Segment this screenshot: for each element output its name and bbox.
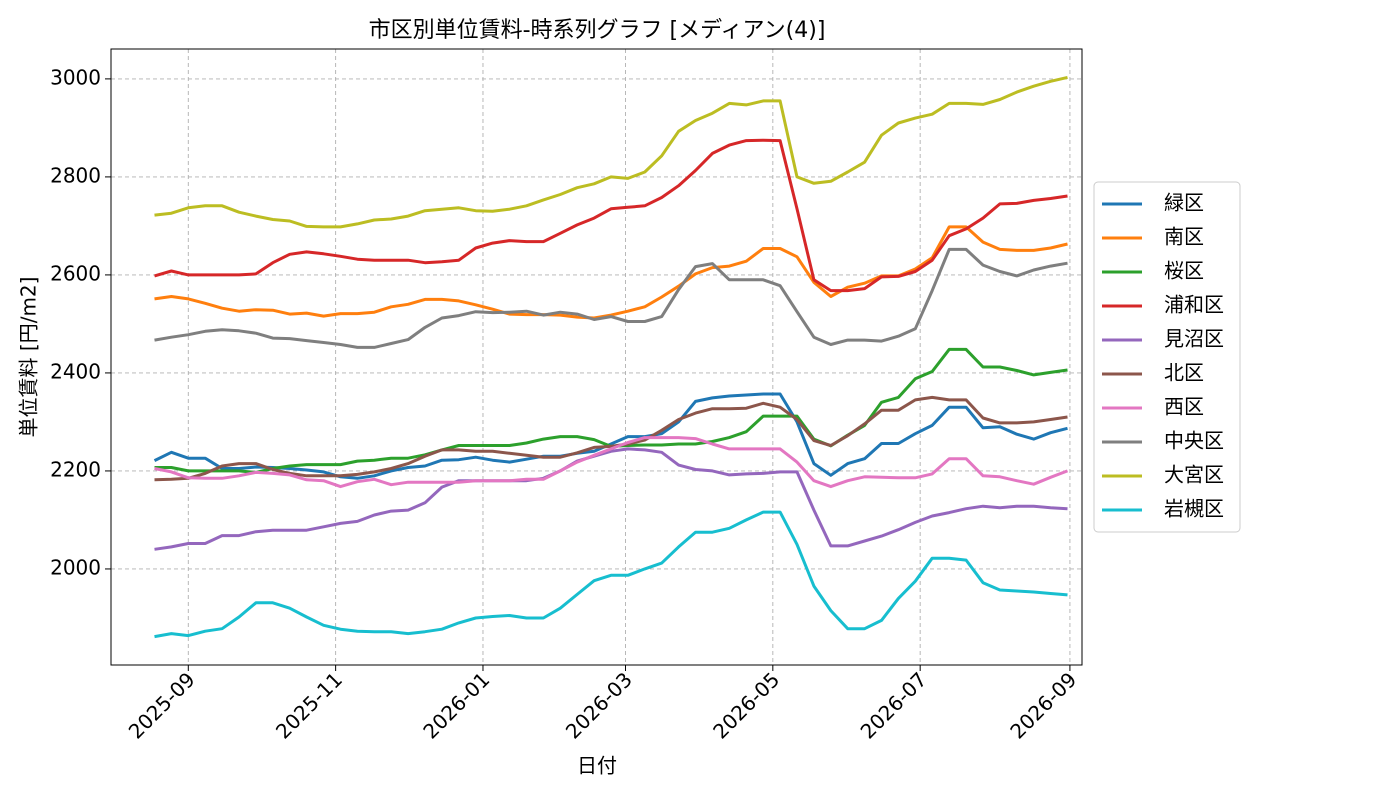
series-line — [154, 447, 1068, 551]
legend-label: 緑区 — [1164, 191, 1204, 215]
series-line — [154, 510, 1068, 639]
plot-frame — [110, 48, 1083, 666]
legend-label: 桜区 — [1164, 259, 1204, 283]
series-line — [154, 247, 1068, 349]
legend-label: 北区 — [1164, 361, 1204, 385]
series-line — [154, 138, 1068, 293]
y-tick-label: 3000 — [50, 65, 101, 89]
y-tick-label: 2800 — [50, 163, 101, 187]
y-tick-label: 2200 — [50, 457, 101, 481]
legend-label: 大宮区 — [1164, 463, 1224, 487]
y-tick-label: 2400 — [50, 359, 101, 383]
x-axis-label: 日付 — [577, 754, 617, 778]
legend-label: 見沼区 — [1164, 327, 1224, 351]
y-tick-label: 2000 — [50, 555, 101, 579]
legend-label: 浦和区 — [1164, 293, 1224, 317]
legend-label: 西区 — [1164, 395, 1204, 419]
legend-box — [1093, 181, 1241, 533]
series-line — [154, 395, 1068, 482]
y-axis-label: 単位賃料 [円/m2] — [17, 277, 41, 438]
series-line — [154, 436, 1069, 489]
chart-title: 市区別単位賃料-時系列グラフ [メディアン(4)] — [369, 18, 826, 43]
y-tick-label: 2600 — [50, 261, 101, 285]
series-line — [153, 392, 1068, 480]
series-line — [154, 75, 1068, 229]
legend-label: 岩槻区 — [1164, 497, 1224, 521]
legend-label: 南区 — [1164, 225, 1204, 249]
legend-label: 中央区 — [1164, 429, 1224, 453]
